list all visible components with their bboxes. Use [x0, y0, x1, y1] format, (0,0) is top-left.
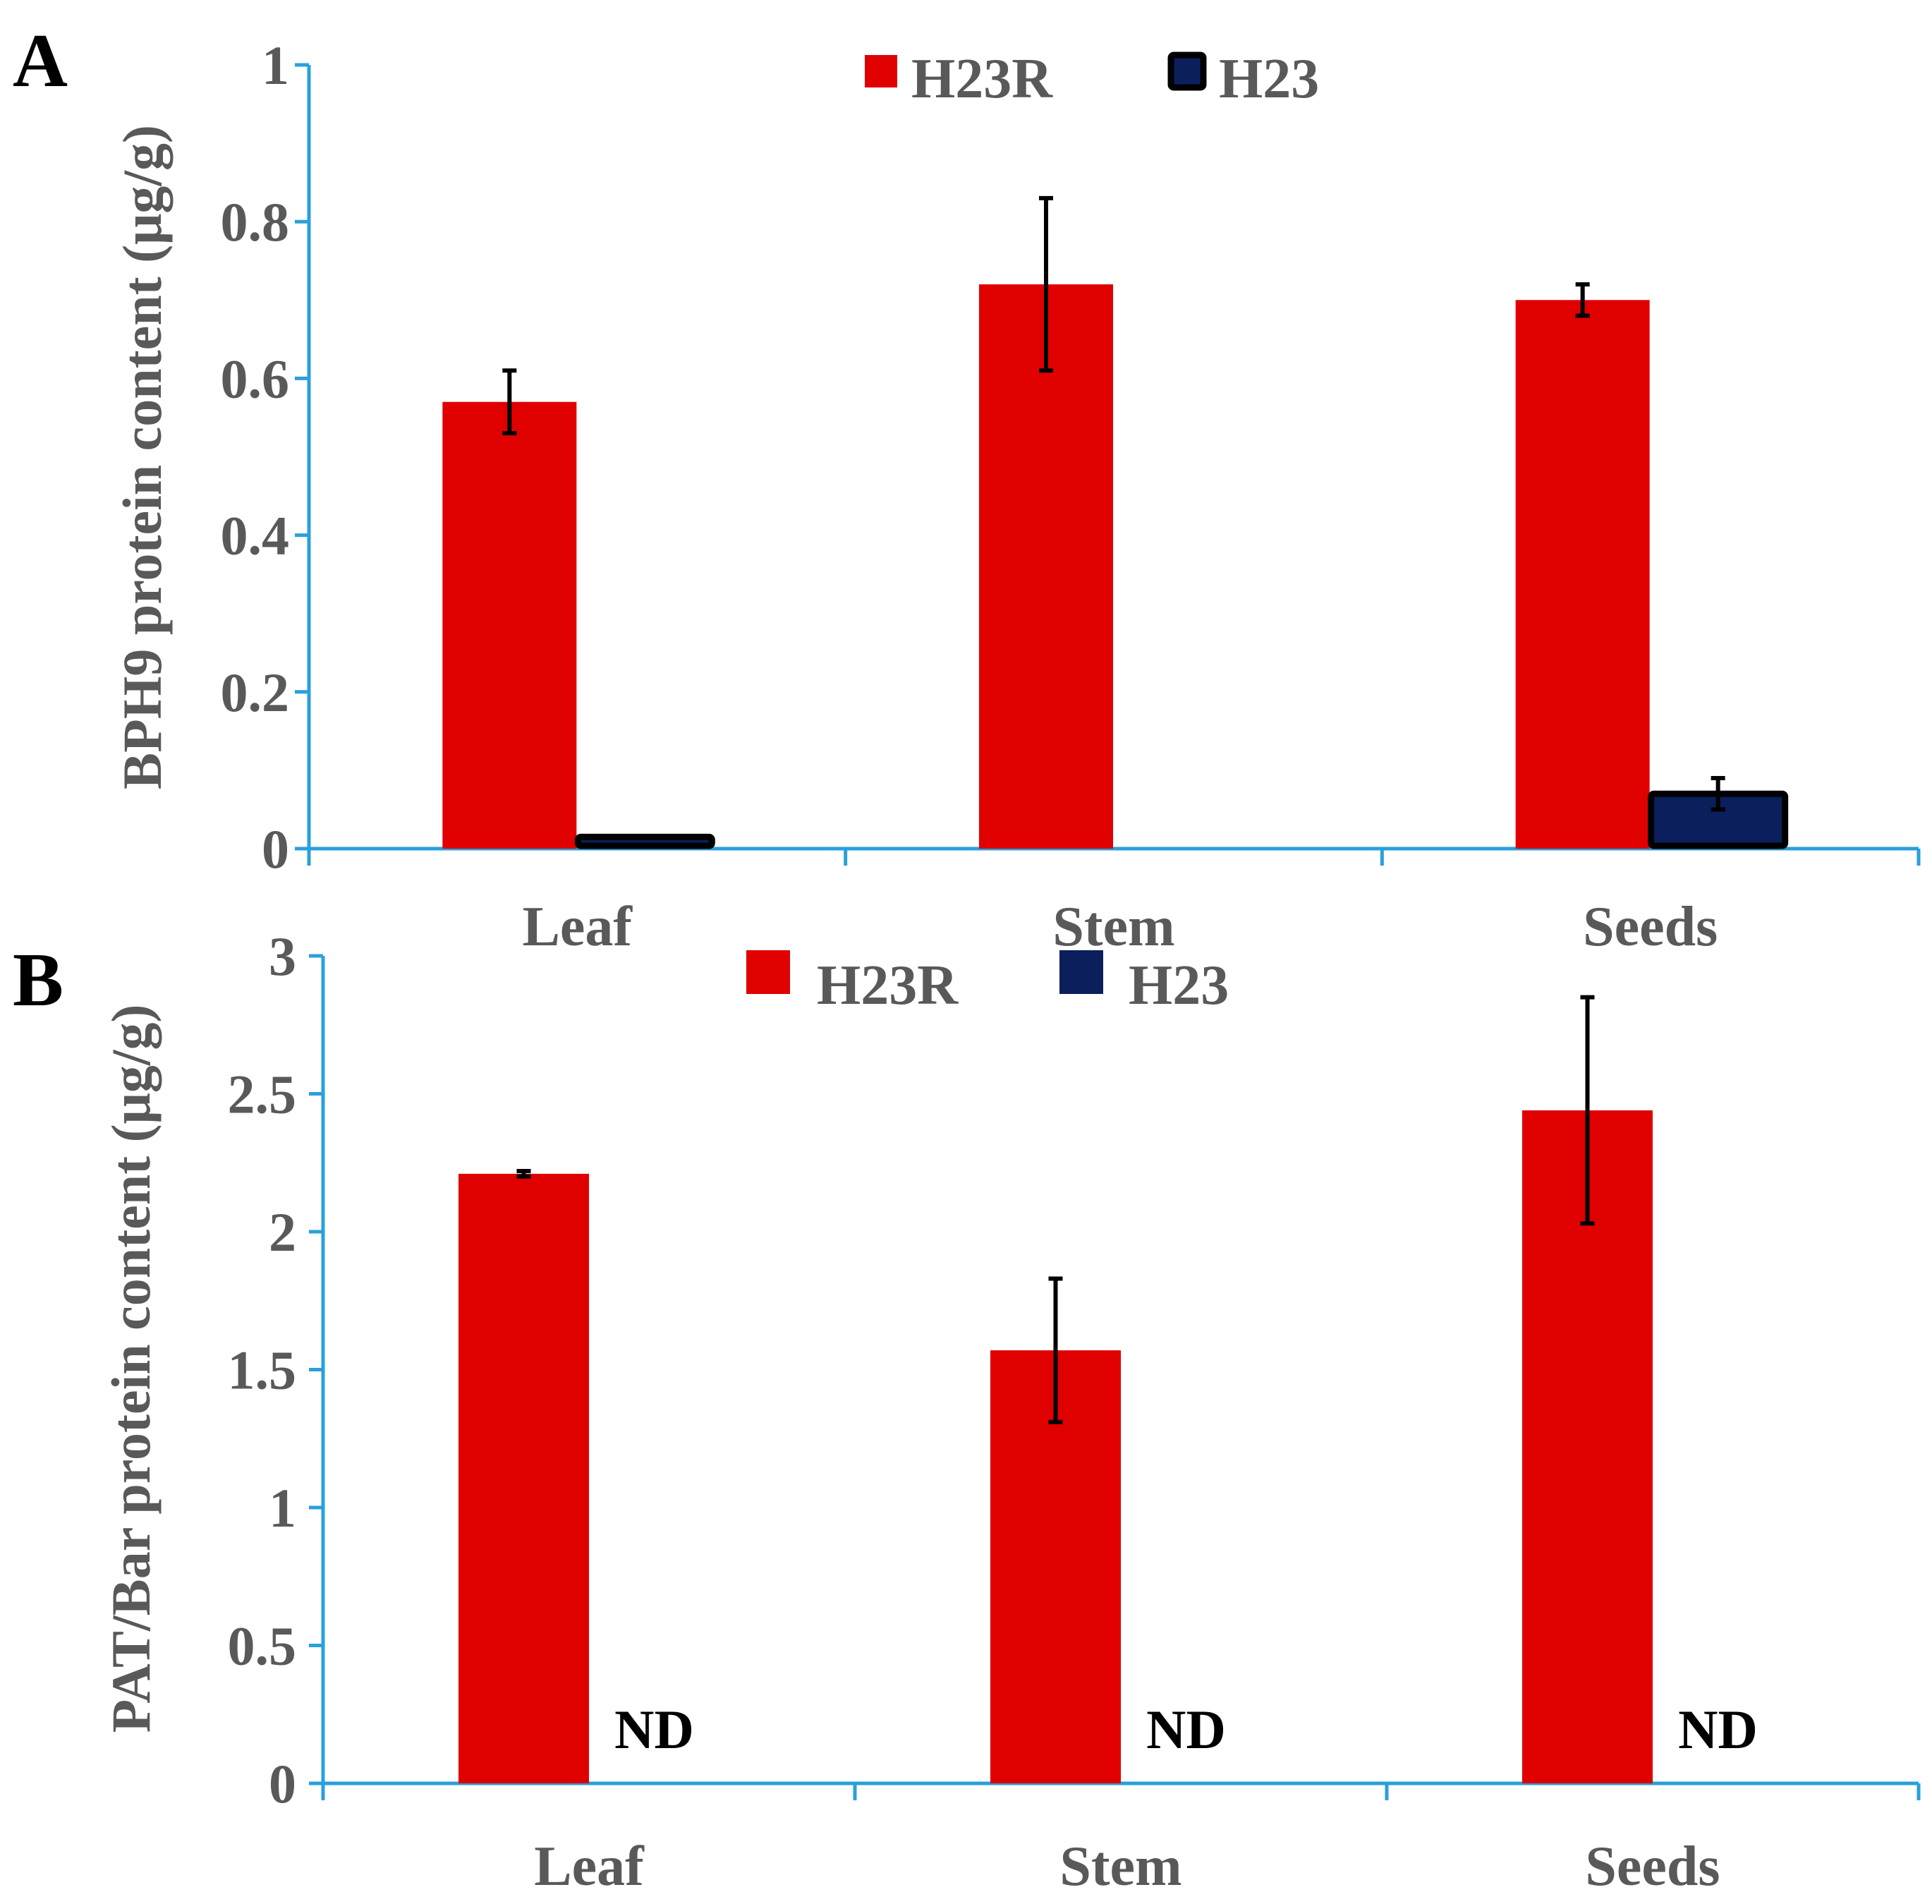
bar-h23r-leaf — [442, 401, 577, 849]
y-tick-label: 0.6 — [221, 348, 290, 409]
y-tick-label: 2.5 — [228, 1064, 297, 1125]
bar-h23r-seeds — [1515, 300, 1650, 849]
y-axis-label: BPH9 protein content (μg/g) — [111, 125, 173, 789]
bar-h23r-leaf — [458, 1173, 589, 1783]
y-tick-label: 0.2 — [221, 662, 290, 723]
y-tick-label: 3 — [269, 926, 296, 987]
y-tick-label: 1 — [269, 1477, 296, 1539]
legend-label-h23r: H23R — [817, 954, 959, 1017]
legend-swatch-h23 — [1167, 51, 1207, 91]
bar-h23r-stem — [979, 284, 1113, 849]
legend-label-h23: H23 — [1129, 954, 1229, 1017]
y-tick-label: 0.5 — [228, 1615, 297, 1677]
x-category-label: Leaf — [523, 896, 633, 958]
panel-b-chart: B PAT/Bar protein content (μg/g) 0 0.5 1 1.5 2… — [13, 926, 1921, 1898]
x-category-label: Leaf — [534, 1836, 645, 1898]
panel-letter: A — [13, 19, 68, 103]
y-axis-label: PAT/Bar protein content (μg/g) — [100, 1005, 162, 1733]
legend-swatch-h23 — [1059, 950, 1103, 994]
y-tick-label: 1 — [262, 35, 289, 96]
y-tick-label: 0.4 — [221, 505, 290, 566]
x-category-label: Seeds — [1583, 896, 1718, 958]
bar-h23-leaf — [574, 833, 715, 849]
legend-swatch-h23r — [746, 950, 790, 994]
panel-a-chart: A BPH9 protein content (μg/g) 0 0.2 0.4 0.6 0.… — [13, 19, 1921, 958]
y-tick-label: 0.8 — [221, 191, 290, 253]
legend-label-h23r: H23R — [911, 48, 1053, 110]
y-tick-label: 2 — [269, 1201, 296, 1263]
annotation-nd: ND — [614, 1699, 694, 1760]
annotation-nd: ND — [1678, 1699, 1758, 1760]
x-category-label: Stem — [1052, 896, 1174, 958]
x-category-label: Stem — [1059, 1836, 1181, 1898]
x-category-label: Seeds — [1585, 1836, 1720, 1898]
legend-label-h23: H23 — [1219, 48, 1319, 110]
annotation-nd: ND — [1146, 1699, 1226, 1760]
y-tick-label: 1.5 — [228, 1340, 297, 1401]
legend-swatch-h23r — [865, 55, 897, 87]
panel-letter: B — [13, 938, 63, 1022]
y-tick-label: 0 — [262, 818, 289, 880]
y-tick-label: 0 — [269, 1753, 296, 1814]
